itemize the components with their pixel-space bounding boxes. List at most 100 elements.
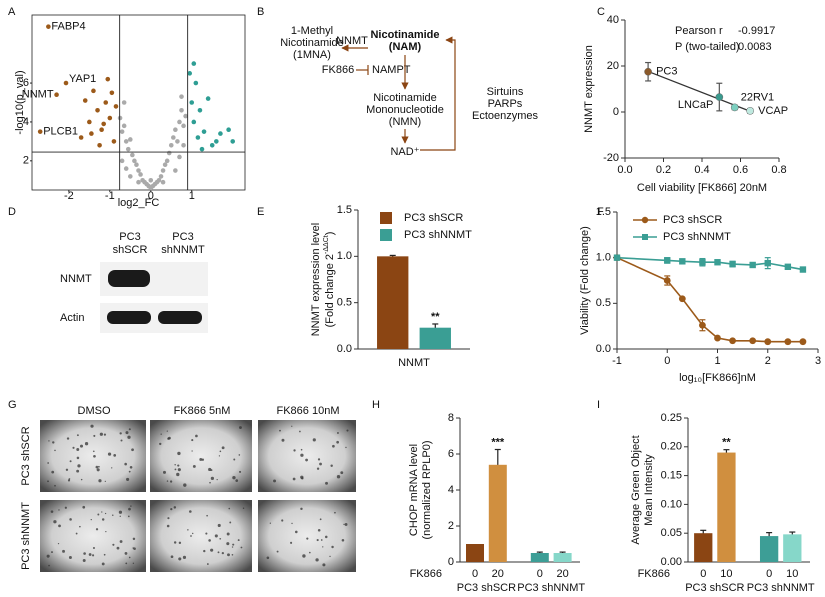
y-tick-label: 0.25 [661,412,682,424]
colony [226,532,230,536]
y-tick-label: 2 [23,155,29,167]
colony [130,505,132,507]
colony [173,541,177,544]
colony [322,563,326,567]
colony [331,545,334,549]
panel-letter: I [597,399,600,411]
volcano-point [181,123,186,129]
colony [214,534,218,538]
colony [90,518,92,521]
colony [46,554,50,558]
legend-swatch [380,212,392,224]
panel-letter: C [597,6,605,18]
colony [290,541,293,544]
colony [47,462,49,464]
colony [330,464,333,467]
colony [54,484,56,487]
colony [132,562,135,564]
colony [173,506,177,509]
colony [50,510,54,513]
panel-letter: E [257,206,264,218]
volcano-point [109,90,115,96]
y-axis-label-part: (Fold change 2 [324,254,336,327]
colony [189,510,192,513]
colony [170,508,173,511]
x-tick-label: -2 [64,190,74,202]
colony [76,469,80,473]
series-line [616,256,804,271]
volcano-point [95,107,100,113]
volcano-point [82,98,88,103]
colony [205,532,208,535]
volcano-point [97,142,102,148]
y-tick-label: 1.0 [596,252,611,264]
colony [203,549,206,553]
marker [729,337,736,345]
x-tick-label: 3 [815,355,821,367]
y-tick-label: 1.5 [596,206,611,218]
y-tick-label: 0.20 [661,441,682,453]
node-text: Mononucleotide [366,104,444,116]
row-label: PC3 shSCR [20,426,32,485]
legend-swatch [380,229,392,241]
volcano-point [193,80,199,86]
y-axis-label: NNMT expression level [310,223,322,337]
node-text: Nicotinamide [370,29,439,41]
colony [169,480,173,483]
y-tick-label: 0.05 [661,527,682,539]
y-tick-label: 0.00 [661,556,682,568]
volcano-point [209,142,215,148]
colony [111,467,113,469]
colony [336,475,341,479]
colony [79,525,81,528]
y-tick-label: 6 [448,448,454,460]
blot-band [108,270,150,287]
colony [125,431,129,435]
volcano-point [121,100,127,105]
colony [116,546,120,550]
colony [206,514,208,517]
colony [217,551,220,554]
y-tick-label: 0 [613,106,619,118]
x-tick-label: 0 [472,568,478,580]
colony [324,535,328,539]
colony [127,515,130,518]
colony [190,535,192,537]
gene-label: FABP4 [51,21,85,33]
panel-letter: F [597,206,604,218]
volcano-point [107,115,113,121]
volcano-point [201,129,207,134]
colony [92,554,95,557]
legend-marker [642,234,648,240]
volcano-point [130,152,135,158]
colony [159,442,162,446]
node-text: Nicotinamide [373,92,437,104]
western-blot [100,262,208,333]
colony [174,468,177,471]
colony [240,546,243,549]
bar [488,464,507,562]
legend-label: PC3 shNNMT [404,229,472,241]
gene-label: PLCB1 [43,126,78,138]
colony [66,437,70,440]
volcano-point [195,135,201,140]
colony [107,452,112,456]
volcano-point [230,139,236,144]
colony [51,551,53,554]
colony [96,468,100,472]
marker [678,295,686,303]
marker [764,259,771,267]
plot-frame [31,14,246,191]
x-tick-label: NNMT [398,357,430,369]
y-tick-label: 0 [448,556,454,568]
colony [336,440,339,444]
volcano-point [191,119,197,125]
colony [95,528,99,531]
colony [340,471,344,475]
x-tick-label: 0.8 [771,164,786,176]
volcano-point [134,162,139,168]
panel-letter: G [8,399,17,411]
x-tick-label: 0 [537,568,543,580]
colony [88,553,92,556]
x-tick-label: 0 [766,568,772,580]
